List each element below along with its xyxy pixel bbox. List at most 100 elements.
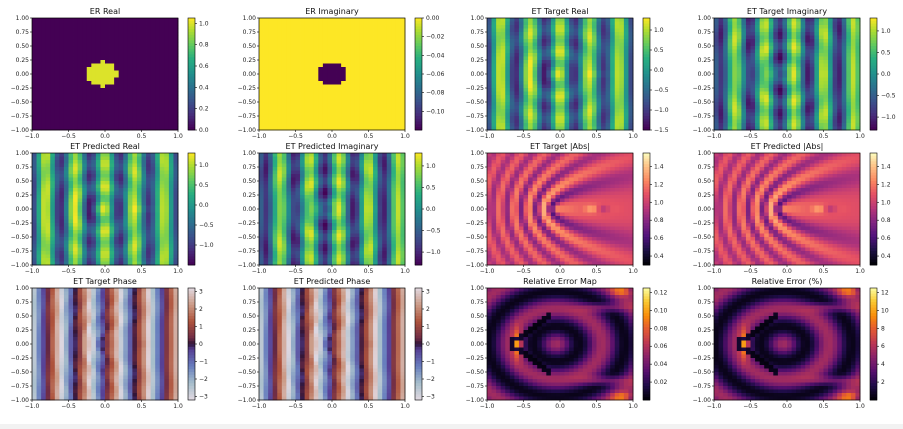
heatmap-cell (50, 25, 56, 29)
heatmap-cell (350, 126, 356, 131)
heatmap-cell (105, 188, 110, 192)
heatmap-cell (505, 116, 511, 120)
heatmap-cell (105, 21, 110, 26)
heatmap-cell (155, 160, 161, 164)
heatmap-cell (168, 39, 174, 43)
heatmap-cell (295, 18, 301, 22)
heatmap-cell (146, 184, 152, 189)
heatmap-cell (91, 188, 97, 192)
heatmap-cell (86, 123, 92, 127)
heatmap-cell (391, 95, 397, 99)
heatmap-cell (723, 126, 729, 131)
heatmap-cell (95, 153, 101, 157)
heatmap-cell (136, 177, 142, 182)
heatmap-cell (100, 67, 106, 71)
heatmap-cell (619, 42, 625, 47)
heatmap-cell (509, 88, 515, 92)
heatmap-cell (518, 126, 524, 131)
heatmap-cell (263, 70, 269, 75)
heatmap-cell (368, 21, 374, 26)
heatmap-cell (41, 32, 47, 36)
heatmap-cell (487, 81, 492, 85)
heatmap-cell (73, 198, 79, 203)
heatmap-cell (313, 116, 319, 120)
heatmap-cell (36, 91, 42, 96)
heatmap-cell (496, 18, 502, 22)
heatmap-cell (382, 25, 388, 29)
colorbar-step (870, 102, 877, 106)
heatmap-cells (714, 18, 861, 131)
heatmap-cell (505, 42, 511, 47)
heatmap-cell (281, 81, 287, 85)
heatmap-cell (82, 88, 88, 92)
heatmap-cell (259, 18, 264, 22)
heatmap-cell (41, 60, 47, 64)
heatmap-cell (123, 205, 129, 210)
heatmap-cell (82, 156, 88, 161)
heatmap-cell (95, 21, 101, 26)
colorbar-step (415, 113, 422, 117)
heatmap-cell (818, 84, 824, 89)
heatmap-cell (850, 126, 856, 131)
heatmap-cell (837, 105, 843, 110)
heatmap-cell (168, 49, 174, 54)
heatmap-cell (359, 53, 365, 57)
heatmap-cell (268, 32, 274, 36)
heatmap-cell (336, 77, 342, 82)
heatmap-cell (736, 116, 742, 120)
y-tick-label: 0.50 (243, 43, 257, 50)
heatmap-cell (587, 91, 593, 96)
heatmap-cell (91, 77, 97, 82)
heatmap-cell (350, 84, 356, 89)
heatmap-cell (63, 205, 69, 210)
heatmap-cell (569, 18, 575, 22)
heatmap-cell (628, 95, 634, 99)
heatmap-cell (272, 53, 278, 57)
heatmap-cell (54, 109, 60, 113)
heatmap-cell (54, 198, 60, 203)
heatmap-cell (359, 70, 365, 75)
heatmap-cell (377, 70, 383, 75)
heatmap-cell (569, 116, 575, 120)
colorbar-step (415, 60, 422, 64)
colorbar-step (643, 76, 650, 80)
heatmap-cell (750, 98, 756, 103)
heatmap-cell (523, 119, 529, 124)
heatmap-cell (141, 53, 147, 57)
y-tick-label: −0.75 (11, 113, 30, 120)
heatmap-cell (550, 21, 556, 26)
heatmap-cell (496, 98, 502, 103)
heatmap-cell (532, 109, 538, 113)
heatmap-cell (59, 98, 65, 103)
heatmap-cell (373, 119, 379, 124)
heatmap-cell (141, 60, 147, 64)
heatmap-cell (855, 46, 861, 50)
heatmap-cell (400, 91, 406, 96)
heatmap-cell (50, 88, 56, 92)
heatmap-cell (846, 25, 852, 29)
heatmap-cell (591, 91, 597, 96)
heatmap-cell (777, 25, 783, 29)
heatmap-cell (309, 74, 315, 78)
heatmap-cell (578, 21, 584, 26)
heatmap-cell (550, 88, 556, 92)
heatmap-cell (623, 74, 629, 78)
heatmap-cell (787, 18, 792, 22)
heatmap-cell (105, 88, 110, 92)
heatmap-cell (100, 153, 106, 157)
heatmap-cell (281, 46, 287, 50)
heatmap-cell (605, 63, 611, 68)
colorbar-step (188, 88, 195, 92)
heatmap-cell (782, 56, 788, 61)
heatmap-cell (327, 105, 333, 110)
heatmap-cell (82, 21, 88, 26)
heatmap-cell (400, 46, 406, 50)
heatmap-cell (578, 112, 584, 117)
heatmap-cell (596, 126, 602, 131)
heatmap-cell (573, 18, 579, 22)
heatmap-cell (268, 18, 274, 22)
heatmap-cell (523, 28, 529, 33)
heatmap-cell (791, 39, 797, 43)
heatmap-cell (619, 35, 625, 40)
heatmap-cell (114, 39, 120, 43)
